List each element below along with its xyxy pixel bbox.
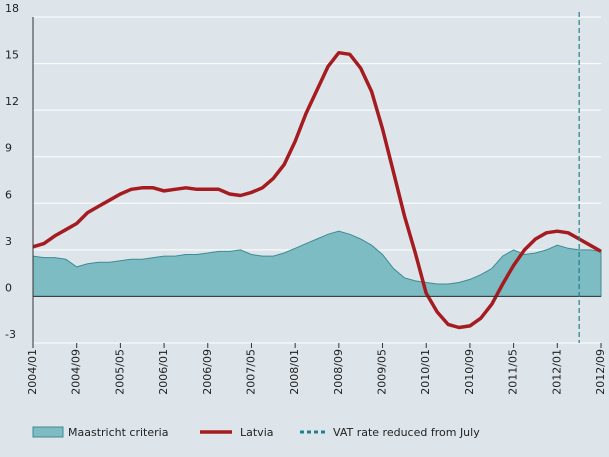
area xyxy=(32,230,602,297)
x-tick-label: 2010/01 xyxy=(419,349,432,395)
x-tick-label: 2006/09 xyxy=(201,349,214,395)
y-tick-label: 3 xyxy=(5,235,12,248)
line xyxy=(32,50,602,330)
legend-swatch xyxy=(32,426,64,438)
y-tick-label: 9 xyxy=(5,142,12,155)
y-tick-label: 0 xyxy=(5,281,12,294)
y-tick-label: -3 xyxy=(5,328,16,341)
legend-label: Latvia xyxy=(240,426,274,439)
x-tick-label: 2007/05 xyxy=(244,349,257,395)
x-tick-label: 2008/09 xyxy=(332,349,345,395)
x-tick-label: 2006/01 xyxy=(157,349,170,395)
y-tick-label: 15 xyxy=(5,49,19,62)
x-tick-label: 2004/09 xyxy=(70,349,83,395)
legend-label: Maastricht criteria xyxy=(68,426,168,439)
y-tick-label: 12 xyxy=(5,95,19,108)
x-tick-label: 2011/05 xyxy=(507,349,520,395)
x-tick-label: 2012/01 xyxy=(550,349,563,395)
legend-label: VAT rate reduced from July xyxy=(333,426,480,439)
x-tick-label: 2012/09 xyxy=(594,349,607,395)
x-tick-label: 2010/09 xyxy=(463,349,476,395)
x-tick-label: 2009/05 xyxy=(376,349,389,395)
y-tick-label: 18 xyxy=(5,2,19,15)
x-tick-label: 2004/01 xyxy=(26,349,39,395)
y-tick-label: 6 xyxy=(5,188,12,201)
x-tick-label: 2008/01 xyxy=(288,349,301,395)
x-tick-label: 2005/05 xyxy=(113,349,126,395)
